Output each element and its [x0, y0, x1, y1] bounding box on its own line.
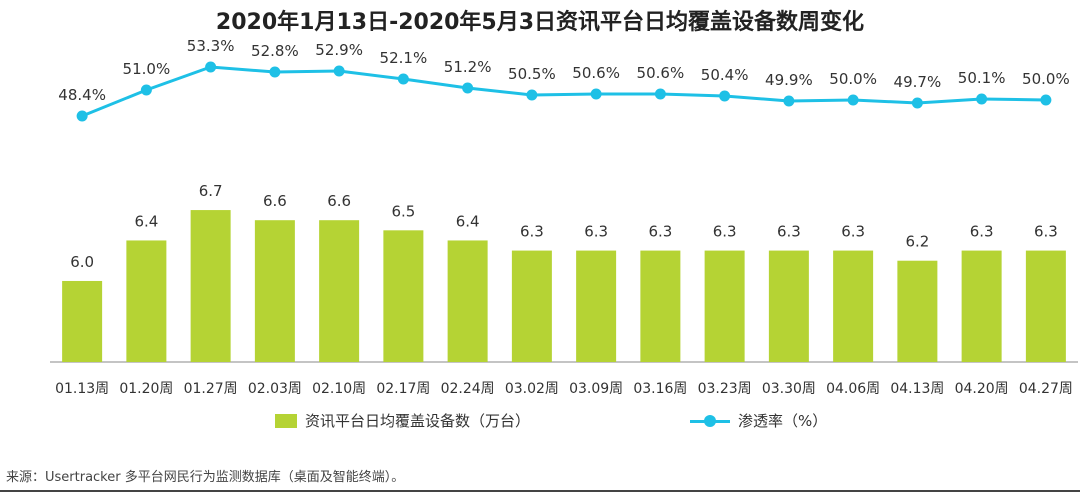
- x-tick-label-5: 02.17周: [376, 381, 430, 397]
- x-tick-label-0: 01.13周: [55, 381, 109, 397]
- line-label-8: 50.6%: [572, 64, 620, 82]
- line-point-8: [590, 88, 602, 100]
- chart-plot: 6.0 01.13周 6.4 01.20周 6.7 01.27周 6.6 02.03周 6.6 0…: [50, 37, 1078, 397]
- line-label-6: 51.2%: [444, 58, 492, 76]
- line-label-9: 50.6%: [637, 64, 685, 82]
- bar-2: [190, 210, 231, 362]
- line-label-7: 50.5%: [508, 65, 556, 83]
- x-tick-label-10: 03.23周: [698, 381, 752, 397]
- line-point-10: [719, 90, 731, 102]
- line-label-2: 53.3%: [187, 37, 235, 55]
- legend-line-swatch: [690, 414, 730, 428]
- source-divider: [0, 490, 1080, 492]
- x-tick-label-9: 03.16周: [633, 381, 687, 397]
- line-label-15: 50.0%: [1022, 70, 1070, 88]
- bar-label-14: 6.3: [970, 223, 994, 241]
- legend: 资讯平台日均覆盖设备数（万台） 渗透率（%）: [0, 410, 1080, 440]
- line-label-12: 50.0%: [829, 70, 877, 88]
- line-point-12: [847, 94, 859, 106]
- x-tick-label-7: 03.02周: [505, 381, 559, 397]
- bar-3: [254, 220, 295, 362]
- x-tick-label-4: 02.10周: [312, 381, 366, 397]
- bar-13: [897, 260, 938, 362]
- chart-title: 2020年1月13日-2020年5月3日资讯平台日均覆盖设备数周变化: [215, 10, 865, 35]
- bar-10: [704, 250, 745, 362]
- line-label-11: 49.9%: [765, 71, 813, 89]
- bar-5: [383, 230, 424, 362]
- legend-label-penetration: 渗透率（%）: [738, 412, 828, 430]
- bar-11: [768, 250, 809, 362]
- line-point-15: [1040, 94, 1052, 106]
- bar-label-10: 6.3: [713, 223, 737, 241]
- bar-label-2: 6.7: [199, 182, 223, 200]
- line-point-6: [462, 82, 474, 94]
- x-tick-label-11: 03.30周: [762, 381, 816, 397]
- bar-label-4: 6.6: [327, 192, 351, 210]
- bar-label-13: 6.2: [905, 233, 929, 251]
- line-label-0: 48.4%: [58, 86, 106, 104]
- bar-14: [961, 250, 1002, 362]
- bar-label-5: 6.5: [391, 202, 415, 220]
- line-point-11: [783, 95, 795, 107]
- bar-12: [833, 250, 874, 362]
- bar-label-12: 6.3: [841, 223, 865, 241]
- legend-bar-swatch: [275, 413, 297, 428]
- bar-label-3: 6.6: [263, 192, 287, 210]
- bar-label-1: 6.4: [134, 212, 158, 230]
- line-point-4: [333, 65, 345, 77]
- x-tick-label-12: 04.06周: [826, 381, 880, 397]
- legend-label-devices: 资讯平台日均覆盖设备数（万台）: [305, 412, 531, 430]
- line-label-5: 52.1%: [380, 49, 428, 67]
- x-tick-label-2: 01.27周: [184, 381, 238, 397]
- line-label-1: 51.0%: [123, 60, 171, 78]
- source-note: 来源：Usertracker 多平台网民行为监测数据库（桌面及智能终端）。: [6, 470, 405, 485]
- line-label-3: 52.8%: [251, 42, 299, 60]
- line-label-4: 52.9%: [315, 41, 363, 59]
- legend-item-penetration: 渗透率（%）: [690, 410, 827, 431]
- line-point-13: [911, 97, 923, 109]
- bar-label-0: 6.0: [70, 253, 94, 271]
- line-point-0: [76, 110, 88, 122]
- bar-9: [640, 250, 681, 362]
- line-label-13: 49.7%: [894, 73, 942, 91]
- bar-1: [126, 240, 167, 362]
- line-point-5: [397, 73, 409, 85]
- line-point-7: [526, 89, 538, 101]
- bar-7: [511, 250, 552, 362]
- bar-8: [576, 250, 617, 362]
- bar-label-8: 6.3: [584, 223, 608, 241]
- bar-0: [62, 280, 103, 362]
- x-tick-label-6: 02.24周: [441, 381, 495, 397]
- bar-6: [447, 240, 488, 362]
- bar-label-11: 6.3: [777, 223, 801, 241]
- bar-label-7: 6.3: [520, 223, 544, 241]
- x-tick-label-15: 04.27周: [1019, 381, 1073, 397]
- bar-15: [1025, 250, 1066, 362]
- line-point-3: [269, 66, 281, 78]
- line-label-14: 50.1%: [958, 69, 1006, 87]
- penetration-line: [81, 65, 1046, 118]
- x-tick-label-8: 03.09周: [569, 381, 623, 397]
- legend-item-devices: 资讯平台日均覆盖设备数（万台）: [275, 410, 530, 431]
- line-point-2: [205, 61, 217, 73]
- x-tick-label-13: 04.13周: [890, 381, 944, 397]
- bar-4: [319, 220, 360, 362]
- bar-label-6: 6.4: [456, 212, 480, 230]
- x-tick-label-1: 01.20周: [119, 381, 173, 397]
- x-tick-label-14: 04.20周: [955, 381, 1009, 397]
- line-point-1: [140, 84, 152, 96]
- line-label-10: 50.4%: [701, 66, 749, 84]
- x-tick-label-3: 02.03周: [248, 381, 302, 397]
- bar-label-9: 6.3: [648, 223, 672, 241]
- line-point-14: [976, 93, 988, 105]
- bar-label-15: 6.3: [1034, 223, 1058, 241]
- line-point-9: [654, 88, 666, 100]
